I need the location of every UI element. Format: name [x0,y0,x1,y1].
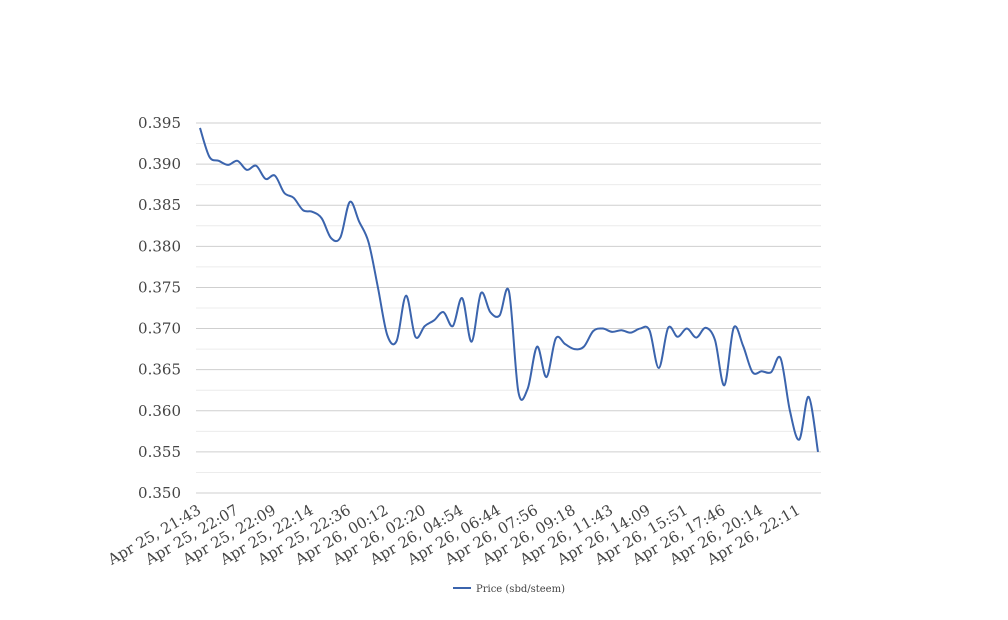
y-tick-label: 0.385 [138,196,181,214]
y-tick-label: 0.350 [138,484,181,502]
y-tick-label: 0.365 [138,361,181,379]
y-tick-label: 0.355 [138,443,181,461]
y-tick-label: 0.370 [138,320,181,338]
price-line [199,127,819,453]
y-tick-label: 0.380 [138,237,181,255]
y-tick-label: 0.390 [138,155,181,173]
y-tick-label: 0.360 [138,402,181,420]
legend-label: Price (sbd/steem) [476,584,565,595]
y-tick-label: 0.375 [138,278,181,296]
y-tick-label: 0.395 [138,114,181,132]
